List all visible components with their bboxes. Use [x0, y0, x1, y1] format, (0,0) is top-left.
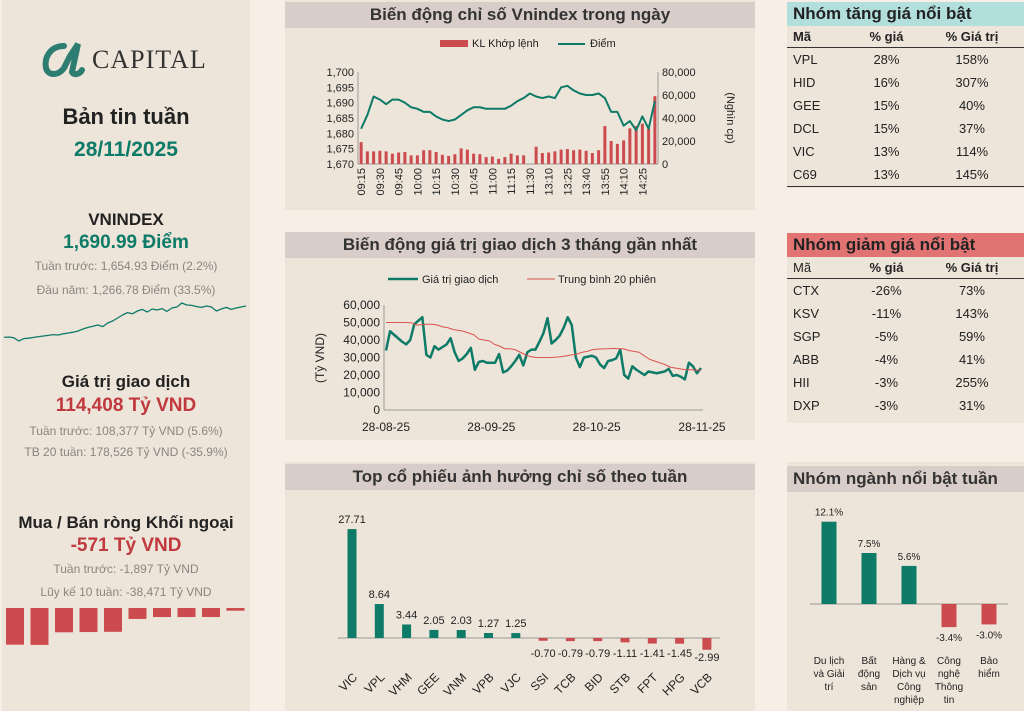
- value3m-panel: Biến động giá trị giao dịch 3 tháng gần …: [285, 232, 755, 440]
- trading-value-label: Giá trị giao dịch: [61, 372, 191, 391]
- vnindex-value: 1,690.99 Điểm: [63, 232, 189, 253]
- price-change-cell: 16%: [873, 75, 900, 90]
- value-change-cell: 143%: [955, 306, 989, 321]
- value-change-cell: 40%: [958, 98, 985, 113]
- logo-icon: [42, 42, 85, 78]
- ticker-cell: DXP: [793, 398, 820, 413]
- losers-title: Nhóm giảm giá nổi bật: [787, 233, 1024, 257]
- price-change-cell: -26%: [871, 283, 902, 298]
- table-row: VIC 13% 114%: [787, 140, 1024, 163]
- table-row: DXP -3% 31%: [787, 394, 1024, 417]
- losers-table: Mã% giá% Giá trị CTX -26% 73% KSV -11% 143% SG…: [787, 257, 1024, 417]
- sectors-panel: Nhóm ngành nổi bật tuần: [787, 462, 1024, 711]
- value-change-cell: 73%: [958, 283, 985, 298]
- trading-value: 114,408 Tỷ VND: [55, 395, 197, 416]
- table-row: DCL 15% 37%: [787, 117, 1024, 140]
- foreign-prev-week: Tuần trước: -1,897 Tỷ VND: [53, 562, 199, 576]
- price-change-cell: 13%: [873, 167, 900, 182]
- table-row: HID 16% 307%: [787, 71, 1024, 94]
- topstocks-title: Top cổ phiếu ảnh hưởng chỉ số theo tuần: [285, 464, 755, 490]
- vnindex-ytd: Đầu năm: 1,266.78 Điểm (33.5%): [36, 283, 216, 297]
- col-header: % Giá trị: [919, 257, 1024, 279]
- topstocks-panel: Top cổ phiếu ảnh hưởng chỉ số theo tuần: [285, 462, 755, 711]
- gainers-table: Mã% giá% Giá trị VPL 28% 158% HID 16% 307% GEE…: [787, 26, 1024, 187]
- ticker-cell: SGP: [793, 329, 821, 344]
- foreign-label: Mua / Bán ròng Khối ngoại: [18, 513, 234, 532]
- ticker-cell: CTX: [793, 283, 819, 298]
- price-change-cell: -5%: [874, 329, 899, 344]
- price-change-cell: -3%: [874, 398, 899, 413]
- logo-text: CAPITAL: [92, 45, 207, 74]
- value3m-title: Biến động giá trị giao dịch 3 tháng gần …: [285, 232, 755, 258]
- price-change-cell: -3%: [874, 375, 899, 390]
- col-header: % giá: [852, 26, 920, 48]
- value-change-cell: 114%: [955, 144, 989, 159]
- ticker-cell: HII: [793, 375, 810, 390]
- price-change-cell: -11%: [871, 306, 902, 321]
- value-change-cell: 41%: [958, 352, 985, 367]
- col-header: Mã: [787, 26, 853, 48]
- value-change-cell: 158%: [955, 52, 989, 67]
- vnindex-prev-week: Tuần trước: 1,654.93 Điểm (2.2%): [34, 259, 218, 273]
- intraday-panel: Biến động chỉ số Vnindex trong ngày: [285, 0, 755, 210]
- table-row: SGP -5% 59%: [787, 325, 1024, 348]
- value-change-cell: 255%: [955, 375, 989, 390]
- price-change-cell: 28%: [873, 52, 900, 67]
- value-change-cell: 59%: [958, 329, 985, 344]
- table-row: CTX -26% 73%: [787, 279, 1024, 303]
- vnindex-label: VNINDEX: [88, 210, 164, 229]
- report-date: 28/11/2025: [74, 138, 178, 161]
- ticker-cell: GEE: [793, 98, 821, 113]
- col-header: Mã: [787, 257, 853, 279]
- gainers-title: Nhóm tăng giá nổi bật: [787, 2, 1024, 26]
- ticker-cell: VPL: [793, 52, 818, 67]
- ticker-cell: VIC: [793, 144, 815, 159]
- table-row: ABB -4% 41%: [787, 348, 1024, 371]
- table-row: C69 13% 145%: [787, 163, 1024, 187]
- report-title: Bản tin tuần: [62, 104, 190, 129]
- foreign-value: -571 Tỷ VND: [70, 535, 182, 556]
- gainers-panel: Nhóm tăng giá nổi bật Mã% giá% Giá trị V…: [787, 2, 1024, 188]
- table-row: HII -3% 255%: [787, 371, 1024, 394]
- losers-panel: Nhóm giảm giá nổi bật Mã% giá% Giá trị C…: [787, 233, 1024, 423]
- price-change-cell: 15%: [873, 121, 900, 136]
- foreign-cum10: Lũy kế 10 tuần: -38,471 Tỷ VND: [40, 585, 212, 599]
- col-header: % giá: [852, 257, 920, 279]
- ticker-cell: C69: [793, 167, 817, 182]
- ticker-cell: DCL: [793, 121, 820, 136]
- ticker-cell: HID: [793, 75, 816, 90]
- ticker-cell: KSV: [793, 306, 820, 321]
- price-change-cell: 13%: [873, 144, 900, 159]
- logo: CAPITAL: [42, 42, 207, 78]
- value-change-cell: 307%: [955, 75, 989, 90]
- value-change-cell: 37%: [958, 121, 985, 136]
- col-header: % Giá trị: [919, 26, 1024, 48]
- value-change-cell: 31%: [958, 398, 985, 413]
- trading-value-prev-week: Tuần trước: 108,377 Tỷ VND (5.6%): [29, 424, 223, 438]
- intraday-title: Biến động chỉ số Vnindex trong ngày: [285, 2, 755, 28]
- price-change-cell: -4%: [874, 352, 899, 367]
- table-row: VPL 28% 158%: [787, 48, 1024, 72]
- table-row: KSV -11% 143%: [787, 302, 1024, 325]
- value-change-cell: 145%: [955, 167, 989, 182]
- ticker-cell: ABB: [793, 352, 820, 367]
- summary-panel: CAPITAL Bản tin tuần 28/11/2025 VNINDEX …: [2, 0, 250, 711]
- price-change-cell: 15%: [873, 98, 900, 113]
- trading-value-avg20: TB 20 tuần: 178,526 Tỷ VND (-35.9%): [24, 445, 228, 459]
- table-row: GEE 15% 40%: [787, 94, 1024, 117]
- sectors-title: Nhóm ngành nổi bật tuần: [787, 466, 1024, 492]
